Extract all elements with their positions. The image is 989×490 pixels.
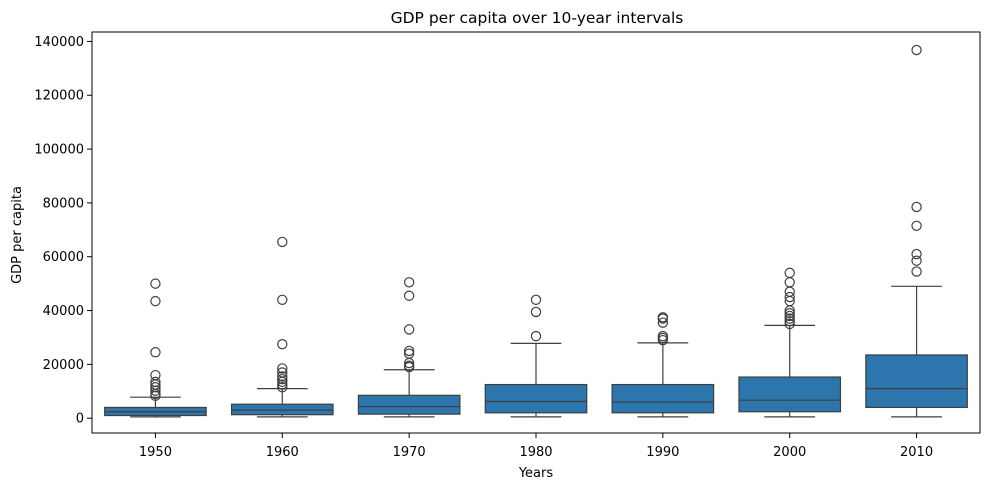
outlier-point <box>911 248 922 260</box>
x-tick-label: 1980 <box>519 445 552 460</box>
outlier-point <box>403 345 415 357</box>
outlier-point <box>784 267 795 279</box>
y-tick-label: 140000 <box>34 35 84 50</box>
outlier-point <box>911 266 922 277</box>
box-group-2010 <box>865 44 968 418</box>
box-group-1960 <box>230 236 334 418</box>
outlier-point <box>150 369 161 381</box>
outlier-point <box>911 255 922 266</box>
y-axis-title: GDP per capita <box>10 186 25 284</box>
x-tick-label: 1960 <box>266 445 299 460</box>
outlier-point <box>277 373 288 385</box>
outlier-point <box>277 363 288 374</box>
outlier-point <box>150 376 161 388</box>
x-tick-label: 1950 <box>139 445 172 460</box>
outlier-point <box>784 313 795 324</box>
y-axis: 0 20000 40000 60000 80000 100000 120000 140000 <box>34 35 92 427</box>
outlier-point <box>657 317 669 328</box>
outlier-point <box>277 338 288 350</box>
outlier-point <box>784 277 795 288</box>
outlier-point <box>150 295 161 307</box>
box-iqr <box>865 354 968 409</box>
box-iqr <box>611 383 715 414</box>
outlier-point <box>784 316 795 327</box>
x-axis: 1950 1960 1970 1980 1990 2000 2010 <box>139 433 933 460</box>
outlier-point <box>784 286 795 297</box>
y-tick-label: 40000 <box>43 304 84 319</box>
outlier-point <box>277 294 288 305</box>
outlier-point <box>657 330 669 342</box>
y-tick-label: 60000 <box>43 250 84 265</box>
outlier-point <box>911 201 922 213</box>
outlier-point <box>277 371 288 382</box>
box-iqr <box>738 376 842 413</box>
box-iqr <box>357 394 461 415</box>
outlier-point <box>150 382 161 393</box>
x-tick-label: 1970 <box>393 445 426 460</box>
outlier-point <box>784 291 795 303</box>
outlier-point <box>911 220 922 231</box>
outlier-point <box>403 360 415 371</box>
box-group-1970 <box>357 277 461 418</box>
chart-title: GDP per capita over 10-year intervals <box>391 9 684 27</box>
box-group-1980 <box>484 294 588 418</box>
outlier-point <box>530 330 542 342</box>
outlier-point <box>150 278 161 289</box>
box-group-1990 <box>611 312 715 418</box>
outlier-point <box>277 367 288 378</box>
outlier-point <box>784 308 795 319</box>
x-tick-label: 1990 <box>646 445 679 460</box>
outlier-point <box>530 306 542 318</box>
box-group-1950 <box>104 278 207 418</box>
box-iqr <box>230 403 334 416</box>
x-axis-title: Years <box>518 466 554 481</box>
plot-area <box>104 44 968 418</box>
outlier-point <box>403 290 415 301</box>
outlier-point <box>403 277 415 288</box>
y-tick-label: 100000 <box>34 143 84 158</box>
outlier-point <box>530 294 542 305</box>
outlier-point <box>277 382 288 393</box>
outlier-point <box>657 312 669 323</box>
x-tick-label: 2010 <box>900 445 933 460</box>
y-tick-label: 20000 <box>43 358 84 373</box>
y-tick-label: 80000 <box>43 196 84 211</box>
outlier-point <box>277 236 288 248</box>
x-tick-label: 2000 <box>773 445 806 460</box>
outlier-point <box>784 310 795 322</box>
outlier-point <box>150 347 161 358</box>
outlier-point <box>911 44 922 56</box>
outlier-point <box>784 318 795 330</box>
y-tick-label: 0 <box>76 412 84 427</box>
outlier-point <box>403 324 415 335</box>
box-iqr <box>484 383 588 414</box>
outlier-point <box>403 348 415 359</box>
box-group-2000 <box>738 267 842 418</box>
outlier-point <box>277 379 288 390</box>
y-tick-label: 120000 <box>34 89 84 104</box>
